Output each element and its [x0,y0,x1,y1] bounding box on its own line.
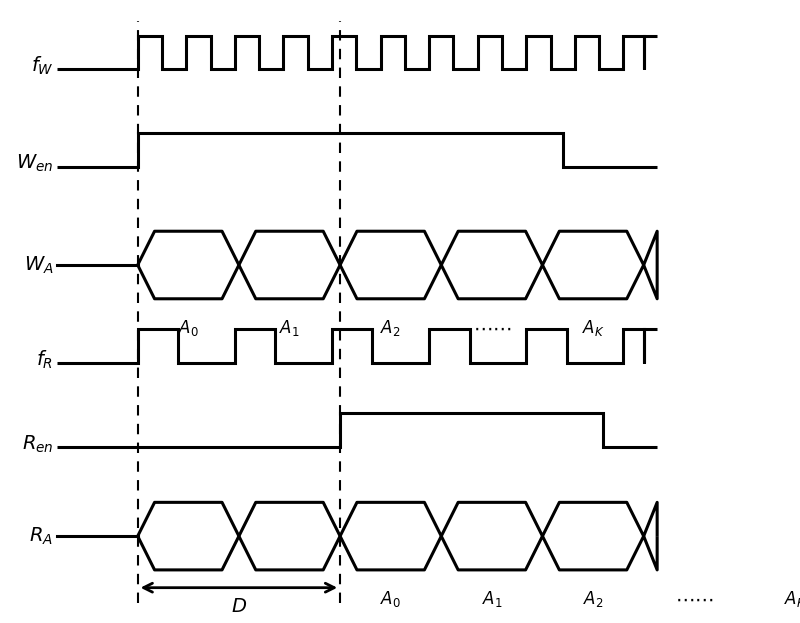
Text: $f_R$: $f_R$ [36,348,54,371]
Text: $A_0$: $A_0$ [178,318,198,338]
Text: $A_2$: $A_2$ [583,589,603,609]
Text: $A_1$: $A_1$ [279,318,300,338]
Text: $R_{en}$: $R_{en}$ [22,433,54,455]
Text: $A_1$: $A_1$ [482,589,502,609]
Text: $A_2$: $A_2$ [381,318,401,338]
Text: $A_K$: $A_K$ [784,589,800,609]
Text: $W_A$: $W_A$ [24,254,54,275]
Text: $R_A$: $R_A$ [30,525,54,547]
Text: $D$: $D$ [231,598,247,616]
Text: $A_K$: $A_K$ [582,318,604,338]
Text: $\cdots\cdots$: $\cdots\cdots$ [675,589,714,609]
Text: $\cdots\cdots$: $\cdots\cdots$ [473,318,511,337]
Text: $W_{en}$: $W_{en}$ [16,153,54,174]
Text: $f_W$: $f_W$ [30,55,54,77]
Text: $A_0$: $A_0$ [380,589,401,609]
